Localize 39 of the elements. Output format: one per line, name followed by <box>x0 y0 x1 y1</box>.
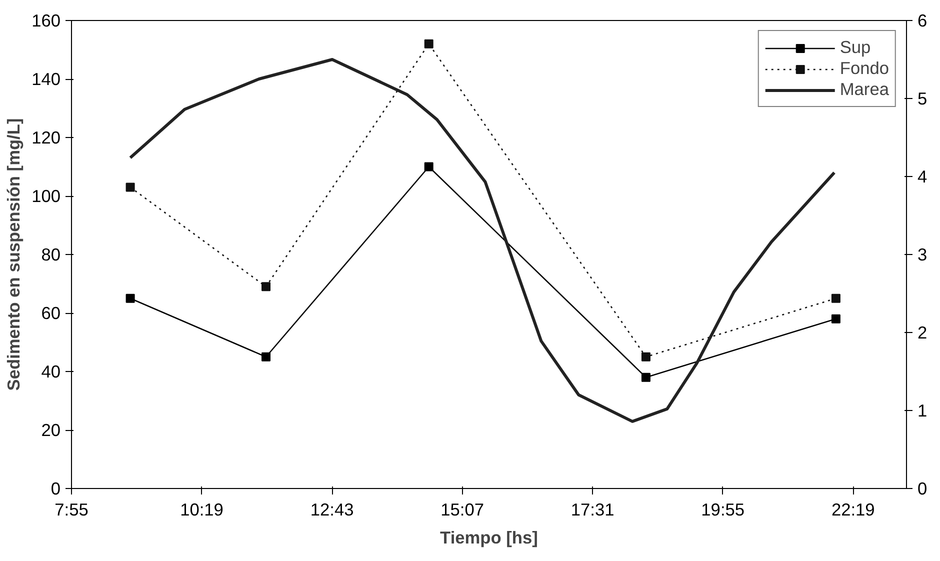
y2-tick-label: 4 <box>918 166 928 186</box>
line-series <box>128 58 836 423</box>
point <box>831 314 840 324</box>
x-tick-label: 22:19 <box>831 500 875 520</box>
x-tick-label: 15:07 <box>440 500 484 520</box>
x-tick-label: 7:55 <box>54 500 88 520</box>
point <box>831 294 840 303</box>
legend-label: Fondo <box>840 58 889 79</box>
x-tick-label: 12:43 <box>310 500 354 520</box>
y-tick-label: 140 <box>32 69 61 89</box>
point <box>262 352 270 362</box>
x-axis-title: Tiempo [hs] <box>440 528 538 548</box>
y-tick-label: 120 <box>32 128 61 148</box>
x-tick-label: 10:19 <box>180 500 224 520</box>
y2-tick-label: 2 <box>918 322 928 342</box>
y-axis-title: Sedimento en suspensión [mg/L] <box>4 118 24 391</box>
legend-label: Marea <box>840 79 889 100</box>
y2-tick-label: 3 <box>918 244 928 264</box>
y-tick-label: 80 <box>41 244 61 264</box>
point <box>641 352 650 362</box>
point <box>126 294 135 303</box>
point <box>126 182 135 192</box>
y-tick-label: 40 <box>41 362 61 382</box>
y2-tick-label: 0 <box>918 478 928 498</box>
point <box>262 282 270 292</box>
y2-tick-label: 1 <box>918 400 928 420</box>
y-tick-label: 20 <box>41 420 61 440</box>
point <box>424 162 434 172</box>
x-tick-label: 19:55 <box>701 500 745 520</box>
legend-label: Sup <box>840 37 871 58</box>
y-tick-label: 60 <box>41 303 61 323</box>
y2-tick-label: 5 <box>918 88 928 108</box>
y-tick-label: 0 <box>50 478 61 498</box>
y-tick-label: 160 <box>32 10 61 30</box>
point <box>424 39 434 48</box>
x-tick-label: 17:31 <box>570 500 614 520</box>
y2-tick-label: 6 <box>918 10 928 30</box>
point <box>641 372 650 382</box>
y-tick-label: 100 <box>32 186 61 206</box>
